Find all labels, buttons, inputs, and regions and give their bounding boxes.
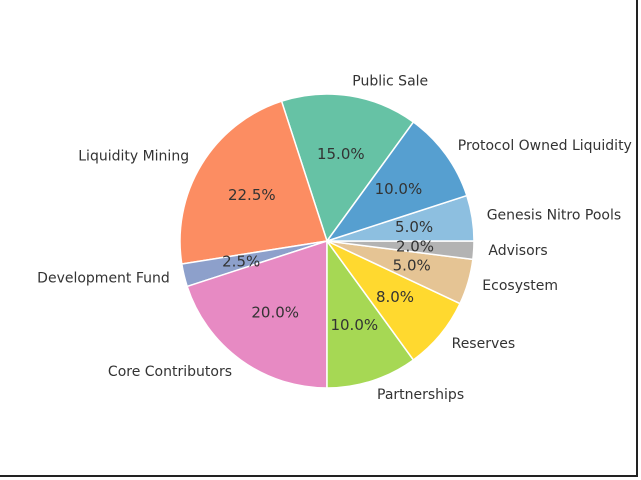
- pie-slices: [179, 93, 475, 389]
- percent-label-liquidity-mining: 22.5%: [228, 186, 276, 204]
- pie-slice-public-sale: [280, 93, 415, 242]
- percent-labels: 15.0%22.5%2.5%20.0%10.0%8.0%5.0%2.0%5.0%…: [222, 145, 434, 334]
- percent-label-partnerships: 10.0%: [330, 316, 378, 334]
- percent-label-public-sale: 15.0%: [317, 145, 365, 163]
- category-label-core-contributors: Core Contributors: [108, 364, 232, 380]
- pie-slice-liquidity-mining: [179, 100, 328, 265]
- percent-label-core-contributors: 20.0%: [251, 303, 299, 321]
- percent-label-advisors: 2.0%: [396, 238, 434, 256]
- pie-slice-partnerships: [326, 240, 415, 389]
- pie-slice-core-contributors: [186, 240, 328, 389]
- percent-label-genesis-nitro-pools: 5.0%: [395, 218, 433, 236]
- category-label-reserves: Reserves: [452, 336, 516, 352]
- category-label-ecosystem: Ecosystem: [482, 278, 558, 294]
- percent-label-ecosystem: 5.0%: [393, 257, 431, 275]
- category-label-genesis-nitro-pools: Genesis Nitro Pools: [487, 208, 621, 224]
- category-label-development-fund: Development Fund: [37, 271, 170, 287]
- category-label-protocol-owned-liquidity: Protocol Owned Liquidity: [458, 138, 632, 154]
- percent-label-reserves: 8.0%: [376, 288, 414, 306]
- category-label-partnerships: Partnerships: [377, 387, 464, 403]
- category-label-advisors: Advisors: [488, 243, 547, 259]
- category-label-liquidity-mining: Liquidity Mining: [78, 149, 189, 165]
- percent-label-protocol-owned-liquidity: 10.0%: [375, 180, 423, 198]
- percent-label-development-fund: 2.5%: [222, 253, 260, 271]
- category-label-public-sale: Public Sale: [352, 73, 428, 89]
- pie-slice-protocol-owned-liquidity: [326, 121, 468, 242]
- category-labels: Public Sale Liquidity Mining Development F…: [37, 73, 632, 403]
